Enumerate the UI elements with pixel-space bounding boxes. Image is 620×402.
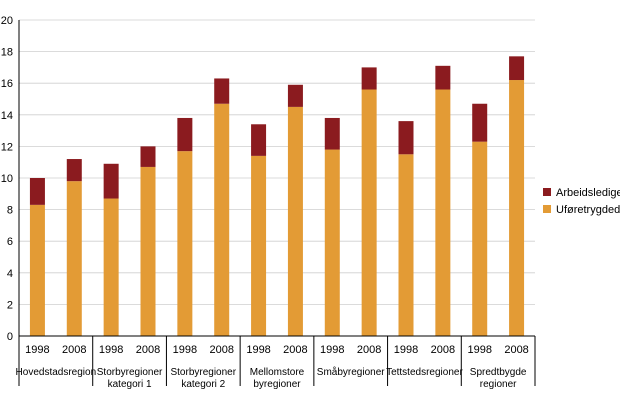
bar-uforetrygdede: [103, 198, 119, 336]
group-label: kategori 2: [181, 379, 225, 390]
x-tick-label: 1998: [246, 344, 270, 356]
x-tick-label: 1998: [25, 344, 49, 356]
bar-uforetrygdede: [435, 89, 451, 337]
y-tick-label: 0: [7, 331, 13, 343]
group-label: Spredtbygde: [470, 367, 527, 378]
y-tick-label: 16: [1, 78, 13, 90]
group-label: Storbyregioner: [97, 367, 163, 378]
y-tick-label: 18: [1, 47, 13, 59]
gridlines: [19, 19, 535, 305]
bar-uforetrygdede: [177, 151, 193, 336]
y-tick-label: 6: [7, 236, 13, 248]
y-tick-label: 20: [1, 15, 13, 27]
bar-uforetrygdede: [140, 166, 156, 336]
x-tick-label: 2008: [209, 344, 233, 356]
legend-swatch: [543, 188, 551, 196]
bar-uforetrygdede: [509, 80, 525, 336]
bar-uforetrygdede: [472, 141, 488, 336]
bar-arbeidsledige: [177, 117, 193, 152]
legend-label: Uføretrygdede: [556, 204, 620, 216]
bar-arbeidsledige: [140, 146, 156, 167]
legend: Arbeidsledige Uføretrygdede: [543, 187, 620, 216]
group-label: Storbyregioner: [170, 367, 236, 378]
y-tick-label: 12: [1, 141, 13, 153]
x-tick-label: 1998: [394, 344, 418, 356]
bar-arbeidsledige: [361, 67, 377, 90]
bar-uforetrygdede: [251, 155, 267, 336]
group-label: byregioner: [253, 379, 301, 390]
bar-arbeidsledige: [287, 84, 303, 107]
bar-uforetrygdede: [66, 181, 82, 336]
bar-arbeidsledige: [103, 163, 119, 199]
bar-arbeidsledige: [324, 117, 340, 150]
bar-uforetrygdede: [398, 154, 414, 336]
y-tick-label: 2: [7, 299, 13, 311]
bar-arbeidsledige: [435, 65, 451, 90]
bar-uforetrygdede: [287, 106, 303, 337]
group-label: Småbyregioner: [317, 366, 385, 378]
x-axis-ticks: 1998 2008 1998 2008 1998 2008 1998 2008 1998 2008…: [25, 344, 529, 356]
group-label: Hovedstadsregion: [16, 367, 97, 378]
bar-arbeidsledige: [29, 178, 45, 205]
x-tick-label: 2008: [136, 344, 160, 356]
group-label: kategori 1: [108, 379, 152, 390]
group-label: regioner: [480, 379, 517, 390]
bar-uforetrygdede: [361, 89, 377, 337]
bar-series: [29, 56, 525, 337]
bar-arbeidsledige: [398, 121, 414, 155]
group-label: Mellomstore: [250, 367, 305, 378]
y-tick-label: 10: [1, 173, 13, 185]
x-tick-label: 2008: [504, 344, 528, 356]
bar-uforetrygdede: [214, 103, 230, 337]
y-axis-ticks: 0 2 4 6 8 10 12 14 16 18 20: [1, 15, 13, 343]
bar-arbeidsledige: [214, 78, 230, 104]
y-tick-label: 4: [7, 268, 13, 280]
x-tick-label: 2008: [357, 344, 381, 356]
x-tick-label: 2008: [283, 344, 307, 356]
y-tick-label: 14: [1, 110, 13, 122]
x-tick-label: 1998: [173, 344, 197, 356]
group-label: Tettstedsregioner: [386, 367, 463, 378]
bar-arbeidsledige: [509, 56, 525, 81]
legend-swatch: [543, 205, 551, 213]
x-tick-label: 1998: [467, 344, 491, 356]
x-tick-label: 1998: [320, 344, 344, 356]
x-tick-label: 2008: [431, 344, 455, 356]
bar-arbeidsledige: [251, 124, 267, 156]
axes: [18, 20, 535, 337]
x-tick-label: 2008: [62, 344, 86, 356]
bar-arbeidsledige: [472, 103, 488, 142]
legend-label: Arbeidsledige: [556, 187, 620, 199]
bar-arbeidsledige: [66, 159, 82, 182]
x-tick-label: 1998: [99, 344, 123, 356]
bar-uforetrygdede: [324, 149, 340, 336]
bar-uforetrygdede: [29, 204, 45, 336]
y-tick-label: 8: [7, 205, 13, 217]
